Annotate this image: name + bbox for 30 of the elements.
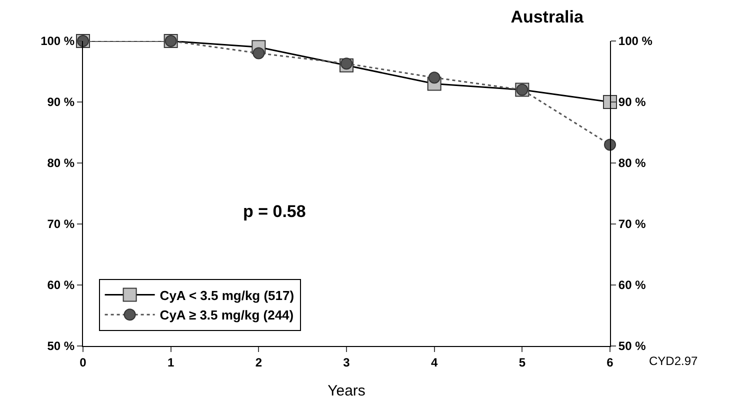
x-tick-label: 0 [80,355,87,370]
y2-tick-label: 80 % [618,156,646,170]
y2-tick-label: 100 % [618,34,653,48]
annotation: p = 0.58 [243,202,306,221]
point [604,138,616,151]
point [252,47,265,60]
chart-title: Australia [510,7,584,26]
x-tick-label: 3 [343,355,350,370]
text: CYD2.97 [649,354,698,368]
y-tick-label: 50 % [47,339,75,354]
x-tick-label: 1 [167,355,174,370]
x-tick-label: 6 [606,355,614,370]
y-tick-label: 60 % [47,278,75,292]
y-tick-label: 80 % [47,156,75,170]
x-tick-label: 2 [255,355,262,370]
y2-tick-label: 90 % [618,95,646,110]
point [428,72,440,84]
x-axis-title: Years [328,382,366,400]
legend-label: CyA ≥ 3.5 mg/kg (244) [160,308,294,323]
legend-label: CyA < 3.5 mg/kg (517) [160,288,294,303]
y-tick-label: 70 % [47,217,75,232]
y-tick-label: 90 % [47,95,75,110]
point [340,58,352,70]
point [603,95,617,109]
y2-tick-label: 60 % [618,278,646,292]
x-tick-label: 4 [430,355,438,370]
y-tick-label: 100 % [40,34,75,48]
x-tick-label: 5 [518,355,526,370]
y2-tick-label: 70 % [618,217,646,232]
y2-tick-label: 50 % [618,339,646,354]
